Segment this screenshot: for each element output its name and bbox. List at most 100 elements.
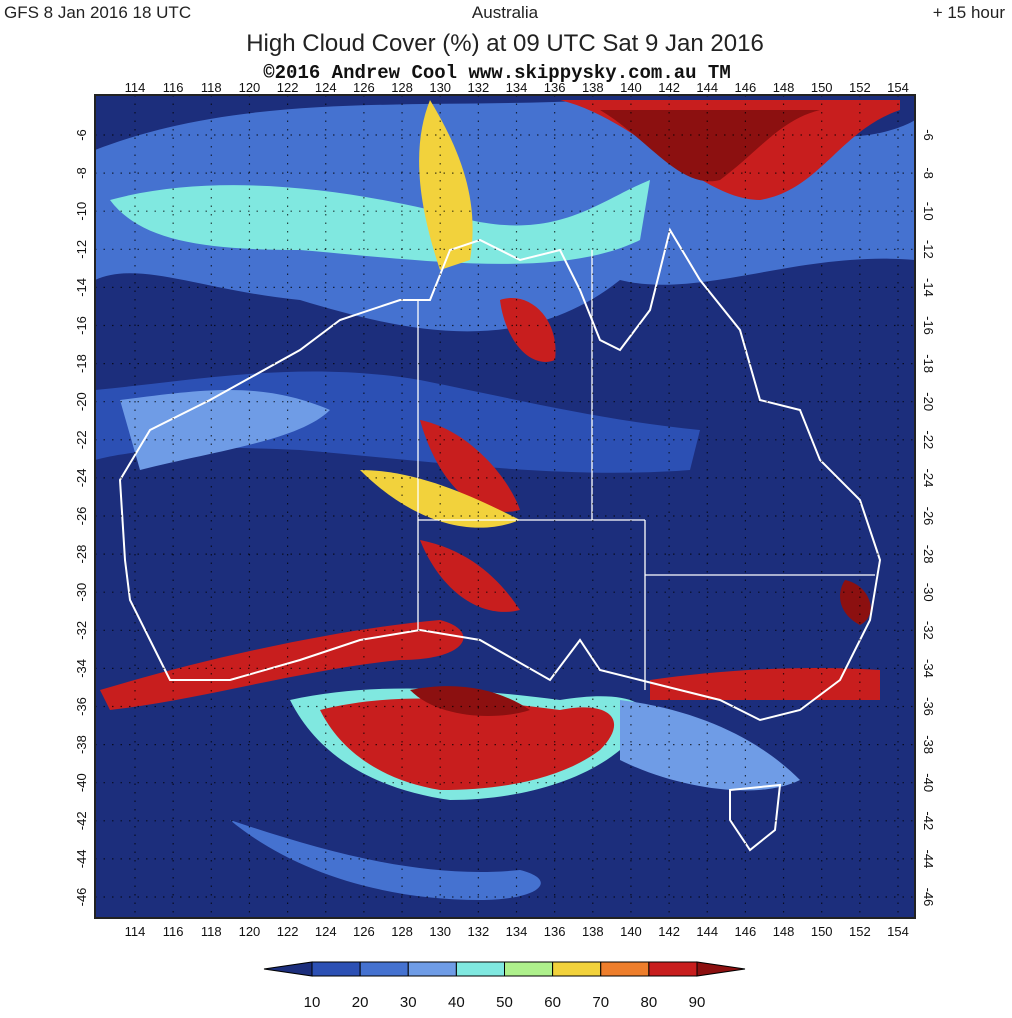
lat-label: -40 [74, 773, 89, 792]
lat-label: -30 [921, 583, 936, 602]
color-bar-segment [455, 961, 505, 977]
lon-label: 124 [315, 924, 337, 939]
color-bar-segment [504, 961, 554, 977]
lon-label: 120 [239, 80, 261, 95]
lat-label: -36 [921, 697, 936, 716]
color-bar-label: 40 [448, 994, 465, 1011]
lat-label: -28 [74, 545, 89, 564]
region: Australia [472, 3, 539, 22]
lat-label: -6 [74, 129, 89, 141]
color-bar-end [263, 961, 313, 977]
lon-label: 152 [849, 80, 871, 95]
lat-label: -16 [74, 316, 89, 335]
lat-label: -38 [74, 735, 89, 754]
lat-label: -46 [74, 888, 89, 907]
color-bar-label: 80 [641, 994, 658, 1011]
lat-label: -42 [921, 811, 936, 830]
lat-label: -40 [921, 773, 936, 792]
coastline [118, 227, 882, 852]
lon-label: 154 [887, 924, 909, 939]
lat-label: -10 [74, 202, 89, 221]
lon-label: 138 [582, 80, 604, 95]
lat-label: -28 [921, 545, 936, 564]
lon-label: 130 [429, 80, 451, 95]
lon-label: 144 [696, 924, 718, 939]
forecast-hour: + 15 hour [933, 3, 1006, 22]
color-bar-label: 70 [592, 994, 609, 1011]
color-bar-label: 90 [689, 994, 706, 1011]
lon-label: 118 [201, 924, 222, 939]
lon-label: 142 [658, 80, 680, 95]
lon-label: 136 [544, 924, 566, 939]
lat-label: -10 [921, 202, 936, 221]
lat-label: -26 [921, 507, 936, 526]
lon-label: 134 [506, 80, 528, 95]
lon-label: 152 [849, 924, 871, 939]
lon-label: 126 [353, 924, 375, 939]
lat-label: -20 [921, 392, 936, 411]
lon-label: 122 [277, 924, 299, 939]
lat-label: -8 [74, 167, 89, 179]
color-bar-label: 30 [400, 994, 417, 1011]
color-bar-segment [311, 961, 361, 977]
lat-label: -22 [921, 430, 936, 449]
color-bar-segment [407, 961, 457, 977]
color-bar: 10 20 30 40 50 60 70 80 90 [263, 961, 746, 1011]
lon-label: 138 [582, 924, 604, 939]
lon-label: 132 [467, 80, 489, 95]
lon-label: 120 [239, 924, 261, 939]
lat-label: -18 [74, 354, 89, 373]
lat-label: -30 [74, 583, 89, 602]
lat-label: -6 [921, 129, 936, 141]
color-bar-end [696, 961, 746, 977]
lon-label: 124 [315, 80, 337, 95]
lat-label: -34 [921, 659, 936, 678]
state-borders [417, 250, 875, 690]
lon-label: 130 [429, 924, 451, 939]
lat-label: -18 [921, 354, 936, 373]
map [94, 94, 916, 919]
lat-label: -24 [921, 469, 936, 488]
lon-label: 136 [544, 80, 566, 95]
lat-label: -34 [74, 659, 89, 678]
lat-label: -12 [74, 240, 89, 259]
lon-label: 128 [391, 80, 413, 95]
lon-label: 142 [658, 924, 680, 939]
lon-label: 134 [506, 924, 528, 939]
map-frame [94, 94, 916, 919]
lon-label: 148 [773, 80, 795, 95]
lon-label: 126 [353, 80, 375, 95]
lat-label: -46 [921, 888, 936, 907]
lat-label: -26 [74, 507, 89, 526]
map-title: High Cloud Cover (%) at 09 UTC Sat 9 Jan… [246, 30, 764, 57]
lat-label: -32 [74, 621, 89, 640]
color-bar-label: 10 [304, 994, 321, 1011]
color-bar-segment [359, 961, 409, 977]
lon-label: 132 [467, 924, 489, 939]
color-bar-label: 20 [352, 994, 369, 1011]
lat-label: -42 [74, 811, 89, 830]
lon-label: 140 [620, 80, 642, 95]
color-bar-segment [648, 961, 698, 977]
model-run: GFS 8 Jan 2016 18 UTC [4, 3, 191, 22]
lat-label: -44 [921, 850, 936, 869]
lon-label: 146 [735, 80, 757, 95]
lat-label: -12 [921, 240, 936, 259]
lon-label: 118 [201, 80, 222, 95]
color-bar-segment [552, 961, 602, 977]
lon-label: 150 [811, 924, 833, 939]
cloud-field [95, 100, 915, 900]
color-bar-label: 50 [496, 994, 513, 1011]
lon-label: 114 [125, 924, 146, 939]
lat-label: -22 [74, 430, 89, 449]
lon-label: 116 [163, 924, 184, 939]
lon-label: 148 [773, 924, 795, 939]
lat-label: -20 [74, 392, 89, 411]
lat-label: -16 [921, 316, 936, 335]
lat-label: -14 [921, 278, 936, 297]
color-bar-label: 60 [544, 994, 561, 1011]
lat-label: -24 [74, 469, 89, 488]
lon-label: 150 [811, 80, 833, 95]
lon-label: 146 [735, 924, 757, 939]
